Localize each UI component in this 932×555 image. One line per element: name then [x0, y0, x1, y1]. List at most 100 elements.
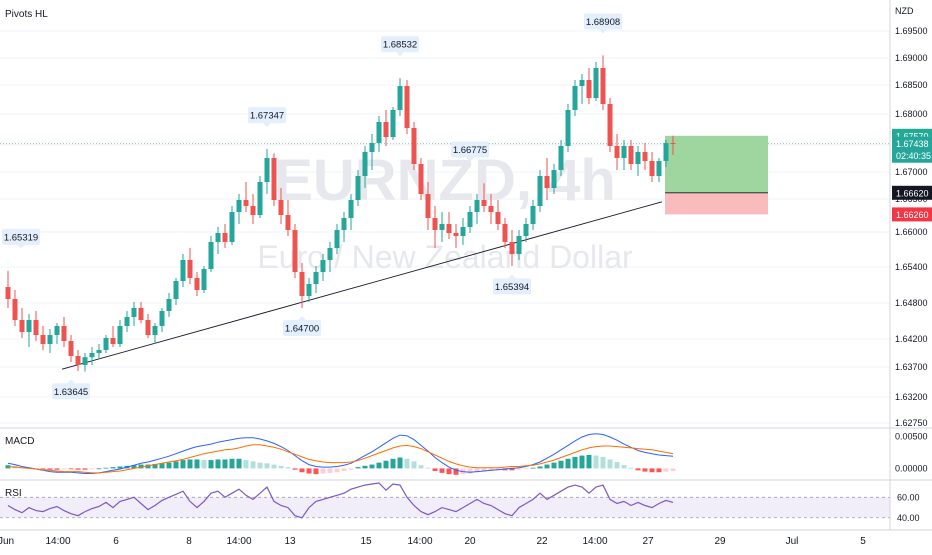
candle-body	[292, 230, 298, 272]
trendline[interactable]	[61, 201, 663, 370]
candle-body	[187, 260, 193, 278]
candle-body	[341, 218, 347, 230]
watermark: EURNZD, 4h Euro / New Zealand Dollar	[257, 148, 633, 275]
macd-histogram-bar	[159, 463, 165, 469]
candle-body	[509, 242, 515, 254]
candle-body	[670, 143, 676, 144]
candle-body	[348, 200, 354, 218]
candle-body	[82, 357, 88, 365]
macd-histogram-bar	[418, 465, 424, 469]
badge-price: 1.66620	[896, 188, 929, 198]
badge-price: 1.67570	[896, 131, 929, 141]
macd-histogram-bar	[488, 468, 494, 471]
macd-histogram-bar	[509, 468, 515, 471]
macd-histogram-bar	[558, 460, 564, 469]
candle-body	[460, 227, 466, 236]
candle-body	[565, 110, 571, 146]
macd-histogram-bar	[355, 467, 361, 469]
x-tick-label: 8	[186, 536, 192, 547]
pivot-label-box	[52, 383, 90, 400]
candle-body	[208, 242, 214, 269]
macd-histogram-bar	[327, 468, 333, 473]
macd-histogram-bar	[467, 468, 473, 474]
macd-histogram-bar	[600, 456, 606, 469]
candle-body	[558, 146, 564, 170]
macd-histogram-bar	[404, 458, 410, 469]
candle-body	[621, 146, 627, 158]
candle-body	[656, 161, 662, 176]
pivot-high-label: 1.68908	[584, 13, 622, 34]
macd-histogram-bar	[243, 460, 249, 469]
candle-body	[355, 176, 361, 200]
target-zone	[665, 135, 768, 193]
candle-body	[642, 152, 648, 161]
macd-tick-label: 0.00500	[895, 431, 928, 441]
pivot-value: 1.64700	[285, 324, 319, 335]
macd-histogram-bar	[264, 463, 270, 469]
macd-histogram-bar	[432, 468, 438, 471]
candle-body	[194, 278, 200, 290]
x-tick-label: 14:00	[407, 536, 432, 547]
pivot-high-label: 1.65319	[2, 228, 40, 249]
candle-body	[397, 86, 403, 110]
candle-body	[40, 335, 46, 344]
macd-histogram-bar	[194, 459, 200, 469]
candle-body	[607, 104, 613, 146]
candle-body	[516, 236, 522, 254]
candle-body	[663, 143, 669, 161]
macd-histogram-bar	[481, 468, 487, 472]
macd-histogram-bar	[341, 468, 347, 471]
pivot-pointer	[263, 123, 271, 128]
rsi-line	[7, 482, 674, 519]
macd-histogram-bar	[138, 464, 144, 469]
watermark-symbol: EURNZD, 4h	[274, 148, 616, 213]
long-position-tool[interactable]	[665, 135, 768, 215]
stop-zone	[665, 192, 768, 215]
badge-box	[892, 207, 932, 222]
rsi-tick-label: 40.00	[897, 513, 920, 523]
candle-body	[334, 230, 340, 248]
x-tick-label: 27	[642, 536, 654, 547]
macd-histogram-bar	[306, 468, 312, 474]
macd-histogram-bar	[663, 468, 669, 472]
macd-histogram-bar	[68, 468, 74, 470]
candle-body	[537, 176, 543, 206]
watermark-description: Euro / New Zealand Dollar	[257, 239, 633, 275]
macd-histogram-bar	[145, 464, 151, 469]
macd-histogram-bar	[670, 468, 676, 471]
macd-label: MACD	[5, 436, 34, 447]
candle-body	[222, 233, 228, 242]
candle-body	[5, 287, 11, 299]
pivot-high-label: 1.68532	[381, 36, 419, 57]
x-tick-label: 14:00	[582, 536, 607, 547]
badge-box	[892, 136, 932, 163]
pivot-pointer	[599, 29, 607, 34]
pivot-value: 1.65319	[4, 232, 38, 243]
candle-body	[635, 152, 641, 164]
macd-histogram-bar	[397, 457, 403, 469]
macd-histogram-bar	[299, 468, 305, 473]
candle-body	[383, 122, 389, 137]
candle-body	[103, 338, 109, 350]
x-tick-label: Jun	[0, 536, 14, 547]
x-tick-label: 15	[360, 536, 372, 547]
pivot-labels: 1.65319 1.63645 1.67347 1.64700 1.68532 1.667…	[2, 13, 622, 400]
candle-body	[201, 269, 207, 290]
x-tick-label: 14:00	[226, 536, 251, 547]
macd-histogram-bar	[166, 462, 172, 469]
pivot-low-label: 1.64700	[283, 316, 321, 336]
macd-histogram-bar	[180, 460, 186, 469]
pivot-pointer	[17, 244, 25, 249]
candle-body	[215, 233, 221, 242]
macd-pane	[5, 433, 676, 475]
candle-body	[453, 233, 459, 236]
candle-body	[180, 260, 186, 281]
candle-body	[257, 182, 263, 215]
x-tick-label: 6	[113, 536, 119, 547]
candle-body	[432, 218, 438, 230]
candle-body	[54, 326, 60, 335]
y-tick-label: 1.68500	[895, 80, 928, 90]
macd-histogram-bar	[446, 468, 452, 475]
